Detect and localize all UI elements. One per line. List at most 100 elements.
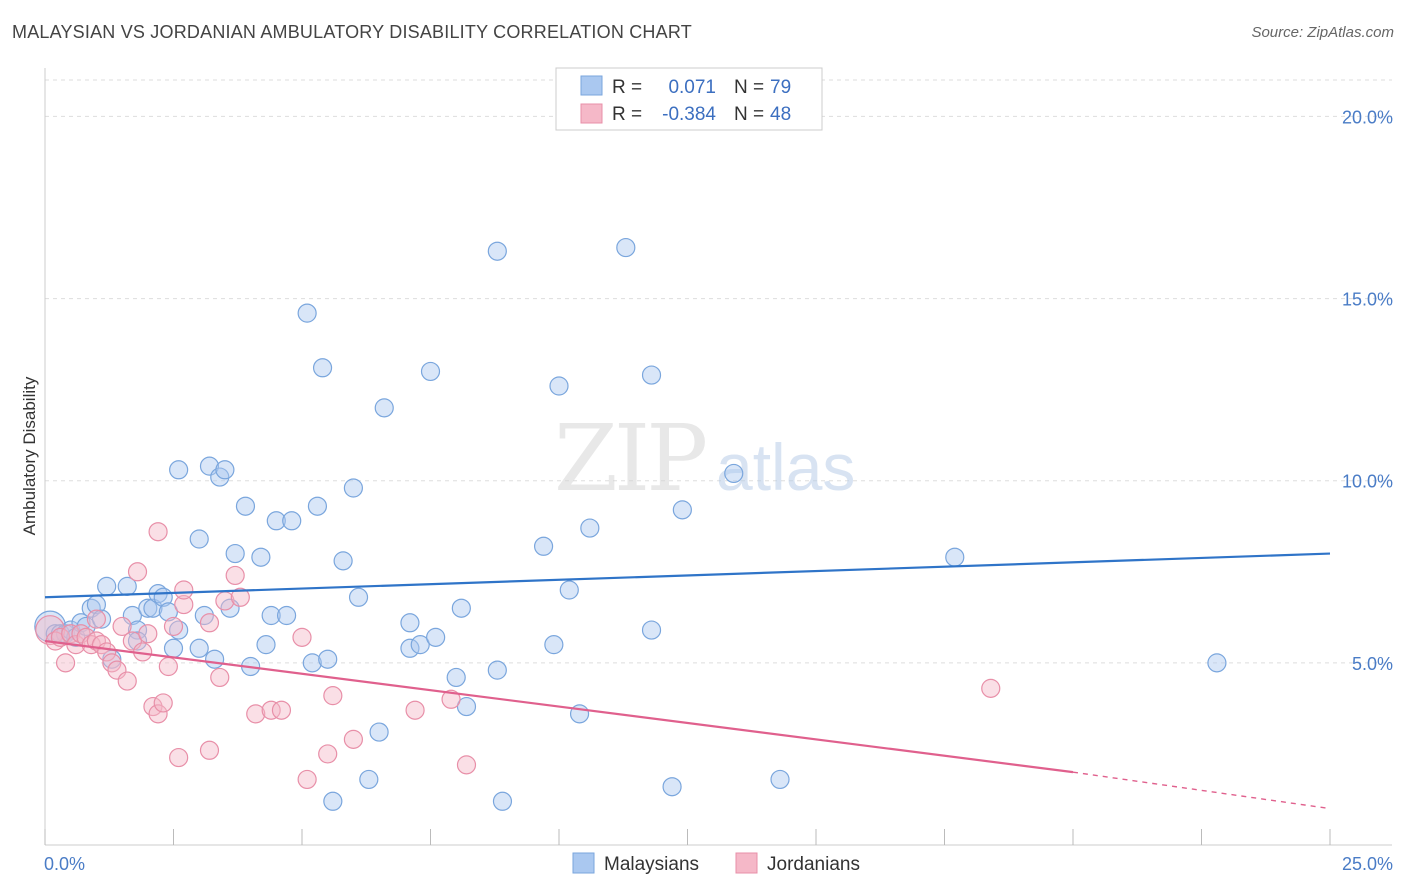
legend-label-malaysians: Malaysians: [604, 854, 699, 875]
point-jordanians: [55, 653, 76, 673]
axes: [44, 68, 1392, 846]
point-malaysians: [487, 241, 507, 261]
point-malaysians: [343, 478, 363, 498]
point-malaysians: [276, 605, 297, 626]
point-jordanians: [86, 609, 107, 629]
point-malaysians: [359, 769, 379, 790]
point-malaysians: [456, 696, 477, 717]
point-malaysians: [251, 547, 271, 567]
point-malaysians: [1207, 653, 1227, 673]
trend-lines: [44, 552, 1331, 810]
point-jordanians: [148, 522, 168, 542]
point-malaysians: [266, 511, 286, 531]
point-malaysians: [487, 660, 507, 680]
point-jordanians: [117, 671, 137, 691]
point-malaysians: [323, 791, 343, 811]
point-jordanians: [456, 755, 477, 775]
point-malaysians: [169, 460, 189, 480]
chart-title: MALAYSIAN VS JORDANIAN AMBULATORY DISABI…: [12, 22, 692, 42]
point-malaysians: [544, 635, 564, 655]
point-malaysians: [256, 635, 276, 655]
point-malaysians: [302, 653, 322, 673]
point-malaysians: [127, 620, 148, 640]
point-malaysians: [724, 463, 744, 484]
point-malaysians: [410, 635, 430, 655]
point-jordanians: [246, 704, 266, 724]
series-jordanians: [35, 522, 1001, 790]
stats-swatch-jordanians: [580, 103, 603, 124]
point-malaysians: [559, 580, 579, 600]
point-malaysians: [770, 769, 790, 790]
point-malaysians: [235, 496, 256, 516]
point-malaysians: [641, 620, 662, 640]
point-jordanians: [318, 744, 338, 764]
point-malaysians: [333, 551, 353, 571]
y-tick-label: 20.0%: [1342, 107, 1393, 127]
watermark-zip: ZIP: [554, 405, 705, 512]
series-malaysians: [34, 237, 1227, 811]
stats-n-value-malaysians: 79: [770, 77, 791, 98]
point-jordanians: [441, 689, 461, 709]
trend-line-jordanians: [44, 639, 1074, 774]
trend-line-jordanians-extension: [1072, 771, 1331, 810]
point-jordanians: [174, 594, 194, 615]
point-malaysians: [163, 638, 184, 658]
y-axis-title: Ambulatory Disability: [20, 376, 39, 535]
point-malaysians: [374, 398, 394, 418]
point-malaysians: [549, 376, 569, 396]
point-jordanians: [153, 693, 173, 713]
point-jordanians: [210, 667, 230, 688]
point-malaysians: [205, 649, 225, 669]
point-malaysians: [369, 722, 389, 742]
point-jordanians: [127, 562, 148, 582]
point-malaysians: [297, 303, 317, 323]
source-credit: Source: ZipAtlas.com: [1251, 24, 1394, 41]
series-legend: Malaysians Jordanians: [572, 852, 860, 875]
legend-swatch-jordanians: [735, 852, 758, 874]
point-malaysians: [97, 576, 117, 596]
point-jordanians: [323, 686, 343, 706]
point-malaysians: [400, 638, 420, 658]
legend-swatch-malaysians: [572, 852, 595, 874]
point-malaysians: [641, 365, 662, 385]
point-jordanians: [199, 613, 220, 633]
x-ticks: [44, 829, 1331, 845]
point-malaysians: [312, 358, 333, 378]
point-malaysians: [446, 667, 466, 688]
point-malaysians: [189, 638, 209, 658]
point-malaysians: [189, 529, 209, 549]
point-jordanians: [138, 624, 158, 644]
watermark: ZIP atlas: [554, 405, 855, 512]
point-malaysians: [282, 511, 302, 531]
stats-r-value-malaysians: 0.071: [668, 77, 716, 98]
point-malaysians: [580, 518, 600, 538]
point-malaysians: [261, 605, 281, 626]
stats-n-label-jordanians: N =: [734, 104, 764, 125]
y-tick-labels: 5.0% 10.0% 15.0% 20.0%: [1342, 107, 1393, 673]
point-jordanians: [163, 616, 184, 637]
legend-label-jordanians: Jordanians: [767, 854, 860, 875]
point-malaysians: [533, 536, 554, 556]
point-malaysians: [318, 649, 338, 669]
point-jordanians: [169, 747, 189, 768]
point-malaysians: [492, 791, 513, 811]
point-malaysians: [662, 777, 682, 797]
y-tick-label: 10.0%: [1342, 472, 1393, 492]
point-malaysians: [400, 613, 420, 633]
point-jordanians: [297, 769, 317, 790]
point-jordanians: [112, 616, 132, 637]
point-malaysians: [91, 609, 112, 629]
point-jordanians: [81, 635, 101, 655]
stats-r-value-jordanians: -0.384: [662, 104, 716, 125]
stats-n-value-jordanians: 48: [770, 104, 791, 125]
stats-n-label-malaysians: N =: [734, 77, 764, 98]
point-jordanians: [35, 615, 66, 646]
point-malaysians: [158, 602, 178, 622]
point-jordanians: [158, 656, 178, 677]
point-jordanians: [261, 700, 281, 720]
point-malaysians: [169, 620, 189, 640]
point-jordanians: [199, 740, 220, 760]
point-malaysians: [426, 627, 446, 647]
point-jordanians: [981, 678, 1001, 698]
point-jordanians: [271, 700, 292, 720]
